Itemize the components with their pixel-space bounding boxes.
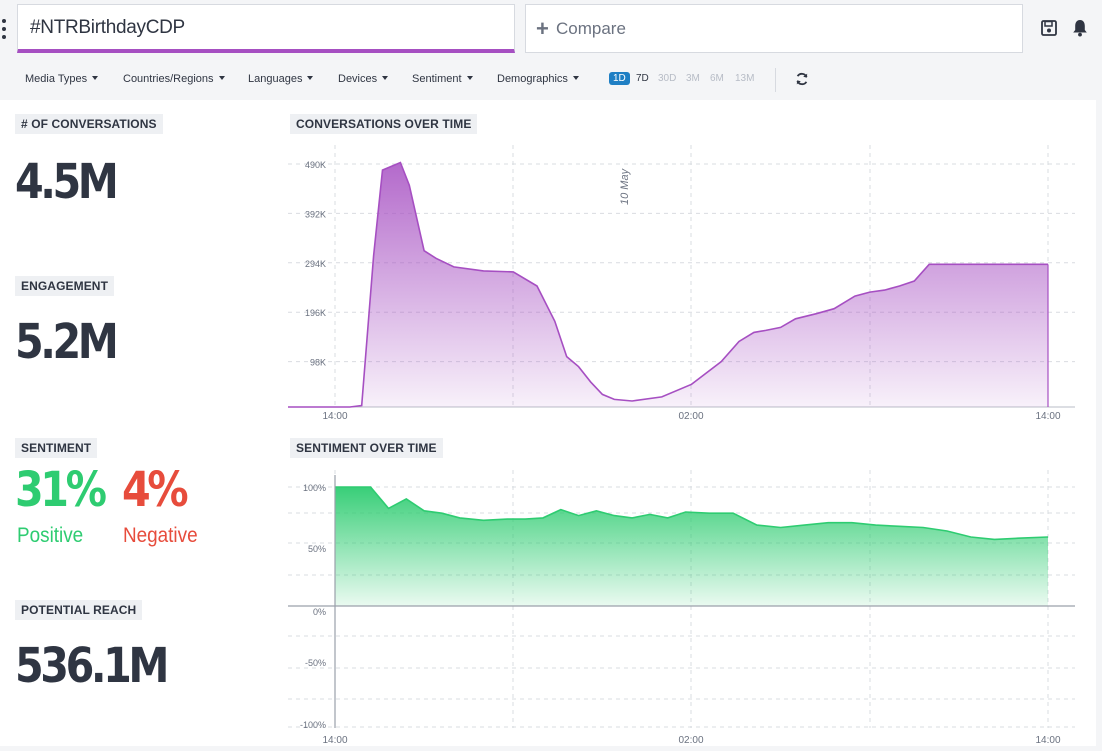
caret-down-icon (307, 76, 314, 80)
filter-bar: Media Types Countries/Regions Languages … (0, 60, 1102, 100)
conversations-label: # OF CONVERSATIONS (15, 114, 163, 134)
engagement-label: ENGAGEMENT (15, 276, 115, 296)
filter-sentiment[interactable]: Sentiment (412, 73, 473, 85)
caret-down-icon (466, 76, 473, 80)
dashboard-panel: # OF CONVERSATIONS 4.5M ENGAGEMENT 5.2M … (0, 100, 1096, 746)
filter-label: Demographics (497, 73, 568, 85)
positive-label: Positive (17, 524, 84, 547)
conv-area (288, 162, 1048, 407)
divider (775, 68, 776, 92)
sent-x-tick-label: 02:00 (678, 735, 703, 746)
reach-value: 536.1M (15, 638, 169, 694)
filter-media-types[interactable]: Media Types (25, 73, 99, 85)
conv-y-tick-label: 490K (305, 160, 326, 170)
negative-label: Negative (123, 524, 198, 547)
search-query[interactable]: #NTRBirthdayCDP (30, 17, 185, 38)
search-input[interactable]: #NTRBirthdayCDP (17, 4, 515, 53)
sent-y-tick-label: -50% (305, 658, 326, 668)
plus-icon: + (536, 16, 549, 41)
more-menu-icon[interactable] (2, 19, 10, 41)
conv-x-tick-label: 02:00 (678, 411, 703, 422)
conversations-value: 4.5M (15, 154, 119, 210)
sent-y-tick-label: -100% (300, 720, 326, 730)
engagement-value: 5.2M (15, 314, 119, 370)
sent-y-tick-label: 0% (313, 607, 326, 617)
conv-series-line (288, 161, 1048, 408)
sent-x-tick-label: 14:00 (322, 735, 347, 746)
caret-down-icon (92, 76, 99, 80)
caret-down-icon (382, 76, 389, 80)
conv-y-tick-label: 392K (305, 209, 326, 219)
conv-y-tick-label: 196K (305, 308, 326, 318)
sent-x-tick-label: 14:00 (1035, 735, 1060, 746)
conv-y-tick-label: 294K (305, 259, 326, 269)
conv-y-tick-label: 98K (310, 358, 326, 368)
filter-label: Devices (338, 73, 378, 85)
range-3m[interactable]: 3M (686, 73, 700, 84)
sent-area (335, 487, 1048, 606)
conversations-chart-title: CONVERSATIONS OVER TIME (290, 114, 478, 134)
compare-label: Compare (556, 19, 626, 38)
filter-label: Languages (248, 73, 303, 85)
filter-languages[interactable]: Languages (248, 73, 314, 85)
range-6m[interactable]: 6M (710, 73, 724, 84)
filter-demographics[interactable]: Demographics (497, 73, 579, 85)
top-bar: #NTRBirthdayCDP + Compare (0, 0, 1102, 60)
negative-percent: 4% (122, 462, 189, 518)
range-1d[interactable]: 1D (609, 72, 630, 85)
caret-down-icon (572, 76, 579, 80)
sent-y-tick-label: 50% (308, 544, 326, 554)
range-7d[interactable]: 7D (636, 73, 649, 84)
filter-label: Countries/Regions (123, 73, 214, 85)
range-30d[interactable]: 30D (658, 73, 677, 84)
filter-label: Media Types (25, 73, 88, 85)
reach-label: POTENTIAL REACH (15, 600, 143, 620)
filter-label: Sentiment (412, 73, 462, 85)
positive-percent: 31% (15, 462, 107, 518)
save-icon[interactable] (1041, 20, 1057, 36)
conv-x-tick-label: 14:00 (322, 411, 347, 422)
caret-down-icon (218, 76, 225, 80)
sentiment-chart-title: SENTIMENT OVER TIME (290, 438, 443, 458)
sent-y-tick-label: 100% (303, 483, 326, 493)
sent-series-line (335, 486, 1049, 541)
filter-countries-regions[interactable]: Countries/Regions (123, 73, 225, 85)
refresh-icon[interactable] (795, 72, 809, 86)
conversations-chart: 98K 196K 294K 392K 490K 14:00 02:00 14:00 10 May… (288, 145, 1075, 746)
compare-input[interactable]: + Compare (525, 4, 1023, 53)
bell-icon[interactable] (1072, 19, 1088, 37)
sentiment-label: SENTIMENT (15, 438, 98, 458)
conv-x-tick-label: 14:00 (1035, 411, 1060, 422)
conv-date-annotation: 10 May (619, 167, 631, 205)
filter-devices[interactable]: Devices (338, 73, 389, 85)
range-13m[interactable]: 13M (735, 73, 755, 84)
